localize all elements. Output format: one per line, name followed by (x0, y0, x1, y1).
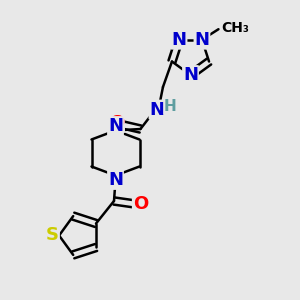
Text: N: N (194, 31, 209, 49)
Text: N: N (108, 171, 123, 189)
Text: N: N (149, 100, 164, 118)
Text: H: H (164, 99, 177, 114)
Text: S: S (46, 226, 59, 244)
Text: CH₃: CH₃ (221, 21, 249, 35)
Text: O: O (133, 195, 148, 213)
Text: O: O (109, 114, 124, 132)
Text: N: N (183, 66, 198, 84)
Text: N: N (108, 117, 123, 135)
Text: N: N (172, 31, 187, 49)
